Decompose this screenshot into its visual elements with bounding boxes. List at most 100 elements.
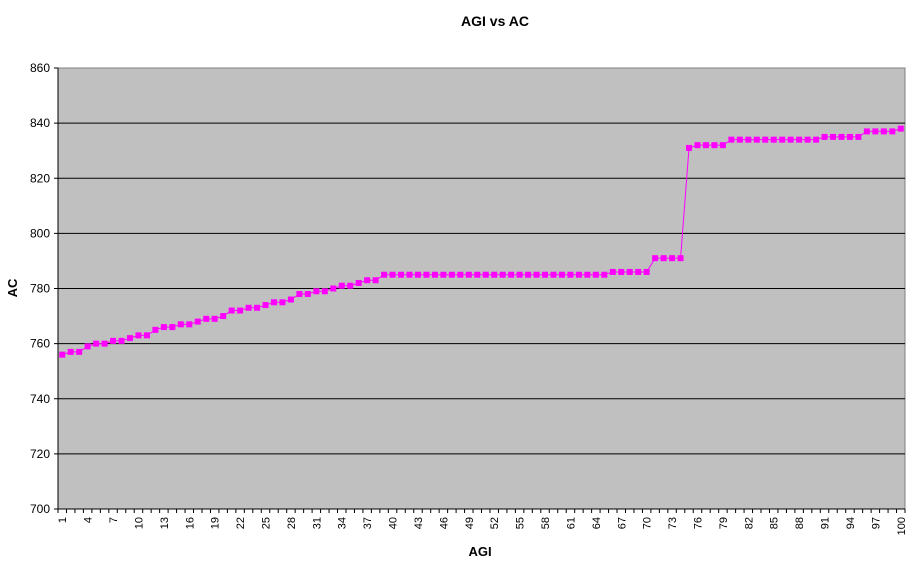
x-tick-label: 16 [184, 517, 196, 529]
data-point [753, 136, 760, 143]
data-point [169, 324, 176, 331]
data-point [84, 343, 91, 350]
data-point [372, 277, 379, 284]
y-axis: 700 720 740 760 780 800 820 840 860 [30, 61, 59, 516]
x-tick-label: 22 [235, 517, 247, 529]
y-tick-label: 760 [30, 337, 50, 351]
data-point [186, 321, 193, 328]
chart-title: AGI vs AC [461, 13, 529, 29]
data-point [550, 271, 557, 278]
data-point [813, 136, 820, 143]
data-point [389, 271, 396, 278]
data-point [677, 255, 684, 262]
y-tick-label: 800 [30, 226, 50, 240]
x-tick-label: 91 [820, 517, 832, 529]
data-point [745, 136, 752, 143]
data-point [313, 288, 320, 295]
data-point [101, 340, 108, 347]
data-point [143, 332, 150, 339]
data-point [889, 128, 896, 135]
data-point [855, 133, 862, 140]
data-point [296, 291, 303, 298]
y-tick-label: 840 [30, 116, 50, 130]
x-tick-label: 85 [769, 517, 781, 529]
data-point [508, 271, 515, 278]
x-tick-label: 88 [794, 517, 806, 529]
data-point [686, 144, 693, 151]
data-point [779, 136, 786, 143]
data-point [237, 307, 244, 314]
y-tick-label: 720 [30, 447, 50, 461]
x-tick-label: 43 [413, 517, 425, 529]
data-point [525, 271, 532, 278]
data-point [787, 136, 794, 143]
data-point [626, 268, 633, 275]
x-tick-label: 55 [515, 517, 527, 529]
x-tick-label: 73 [667, 517, 679, 529]
data-point [59, 351, 66, 358]
data-point [660, 255, 667, 262]
data-point [152, 326, 159, 333]
data-point [635, 268, 642, 275]
data-point [431, 271, 438, 278]
data-point [643, 268, 650, 275]
y-tick-label: 820 [30, 171, 50, 185]
data-point [330, 285, 337, 292]
data-point [592, 271, 599, 278]
data-point [465, 271, 472, 278]
y-tick-label: 740 [30, 392, 50, 406]
data-point [304, 291, 311, 298]
data-point [110, 337, 117, 344]
data-point [118, 337, 125, 344]
data-point [423, 271, 430, 278]
data-point [381, 271, 388, 278]
data-point [558, 271, 565, 278]
data-point [254, 304, 261, 311]
x-tick-label: 67 [616, 517, 628, 529]
data-point [584, 271, 591, 278]
data-point [228, 307, 235, 314]
data-point [347, 282, 354, 289]
data-point [287, 296, 294, 303]
data-point [76, 348, 83, 355]
gridlines [58, 122, 905, 455]
data-point [220, 313, 227, 320]
x-tick-label: 40 [388, 517, 400, 529]
data-point [203, 315, 210, 322]
data-point [694, 142, 701, 149]
x-axis-label: AGI [468, 544, 491, 559]
data-point [872, 128, 879, 135]
data-point [618, 268, 625, 275]
x-tick-label: 37 [362, 517, 374, 529]
x-tick-label: 79 [718, 517, 730, 529]
data-point [270, 299, 277, 306]
x-tick-label: 94 [845, 517, 857, 529]
data-point [846, 133, 853, 140]
data-point [601, 271, 608, 278]
data-point [338, 282, 345, 289]
x-tick-label: 34 [337, 517, 349, 529]
data-point [609, 268, 616, 275]
data-point [491, 271, 498, 278]
data-point [499, 271, 506, 278]
data-point [194, 318, 201, 325]
data-point [830, 133, 837, 140]
data-point [897, 125, 904, 132]
data-point [364, 277, 371, 284]
data-point [211, 315, 218, 322]
data-point [804, 136, 811, 143]
data-point [474, 271, 481, 278]
x-tick-label: 61 [565, 517, 577, 529]
data-point [880, 128, 887, 135]
data-point [67, 348, 74, 355]
y-tick-label: 860 [30, 61, 50, 75]
data-point [440, 271, 447, 278]
data-point [262, 302, 269, 309]
x-tick-label: 19 [210, 517, 222, 529]
data-point [93, 340, 100, 347]
x-tick-label: 76 [692, 517, 704, 529]
y-tick-label: 780 [30, 282, 50, 296]
data-point [516, 271, 523, 278]
y-tick-label: 700 [30, 502, 50, 516]
